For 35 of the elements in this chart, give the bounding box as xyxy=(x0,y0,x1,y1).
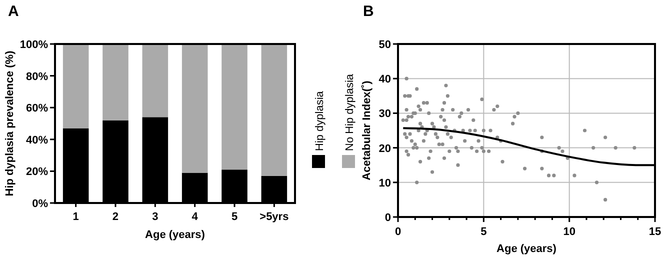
bar xyxy=(261,44,288,176)
x-tick-label: 4 xyxy=(192,211,199,223)
bar xyxy=(182,44,208,173)
x-tick-label: 2 xyxy=(112,211,119,223)
y-tick-label: 0% xyxy=(32,198,48,210)
x-axis-title: Age (years) xyxy=(145,229,206,241)
bar xyxy=(142,44,168,118)
x-tick-label: 5 xyxy=(231,211,238,223)
y-tick-label: 20 xyxy=(378,142,391,155)
x-tick-label: 10 xyxy=(563,226,576,238)
y-tick-label: 50 xyxy=(378,39,391,51)
y-tick-label: 40% xyxy=(26,134,48,146)
text: Hip dyplasia xyxy=(314,90,326,151)
y-tick-label: 100% xyxy=(20,39,48,51)
y-tick-label: 40 xyxy=(378,74,391,86)
x-tick-label: 3 xyxy=(152,211,158,223)
y-tick-label: 20% xyxy=(26,166,48,178)
x-tick-label: 0 xyxy=(394,226,402,238)
chart-title: A xyxy=(8,3,19,20)
y-tick-label: 10 xyxy=(378,177,391,190)
text: No Hip dyplasia xyxy=(344,73,356,151)
y-tick-label: 60% xyxy=(26,102,48,115)
x-tick-label: 15 xyxy=(648,226,662,238)
x-tick-label: 1 xyxy=(72,211,79,223)
y-axis-title: Hip dyplasia prevalence (%) xyxy=(4,50,16,196)
bar xyxy=(222,44,248,170)
x-tick-label: >5yrs xyxy=(260,211,289,223)
y-tick-label: 30 xyxy=(378,108,391,120)
bar xyxy=(102,44,128,120)
x-tick-label: 5 xyxy=(480,226,487,238)
y-axis-title: Acetabular Index(˚) xyxy=(361,80,373,180)
chart-title: B xyxy=(363,3,374,20)
x-axis-title: Age (years) xyxy=(496,243,557,255)
y-tick-label: 80% xyxy=(26,70,48,83)
bar xyxy=(62,44,89,128)
